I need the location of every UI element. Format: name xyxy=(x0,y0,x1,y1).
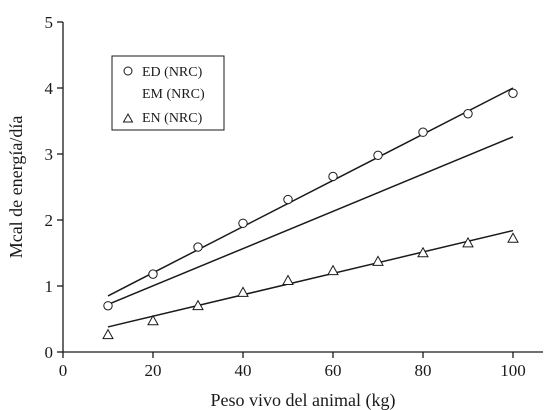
legend-label-em: EM (NRC) xyxy=(142,87,205,102)
legend-marker-ed xyxy=(123,66,133,76)
x-axis-title: Peso vivo del animal (kg) xyxy=(211,390,396,410)
y-tick-label-1: 1 xyxy=(45,277,54,296)
point-ed-60 xyxy=(328,171,338,182)
x-tick-label-20: 20 xyxy=(145,361,162,380)
y-tick-label-0: 0 xyxy=(45,343,54,362)
fit-line-ed xyxy=(107,87,514,297)
x-tick-label-100: 100 xyxy=(500,361,526,380)
point-ed-90 xyxy=(463,109,473,119)
point-en-40 xyxy=(237,286,249,297)
point-en-70 xyxy=(372,255,384,266)
y-axis-title: Mcal de energía/día xyxy=(6,116,26,259)
x-tick-label-60: 60 xyxy=(325,361,342,380)
point-ed-100 xyxy=(508,88,518,98)
legend-marker-en xyxy=(122,112,134,123)
y-tick-label-2: 2 xyxy=(45,211,54,230)
point-en-50 xyxy=(282,274,294,286)
point-ed-30 xyxy=(193,242,203,252)
point-ed-50 xyxy=(283,194,293,205)
point-en-10 xyxy=(102,328,114,340)
y-ticks: 0 1 2 3 4 5 xyxy=(45,13,63,362)
y-tick-label-5: 5 xyxy=(45,13,54,32)
y-tick-label-3: 3 xyxy=(45,145,54,164)
axes xyxy=(62,22,543,353)
point-en-100 xyxy=(507,232,519,243)
point-ed-70 xyxy=(373,150,383,161)
legend: ED (NRC) EM (NRC) EN (NRC) xyxy=(111,55,225,131)
x-ticks: 0 20 40 60 80 100 xyxy=(59,352,526,380)
legend-label-en: EN (NRC) xyxy=(142,111,203,126)
y-tick-label-4: 4 xyxy=(45,79,54,98)
fit-lines xyxy=(107,87,514,328)
point-en-80 xyxy=(417,246,429,258)
point-en-20 xyxy=(147,314,159,326)
point-ed-80 xyxy=(418,127,428,137)
legend-label-ed: ED (NRC) xyxy=(142,65,203,80)
point-ed-10 xyxy=(103,301,113,311)
point-ed-40 xyxy=(238,218,248,229)
x-tick-label-0: 0 xyxy=(59,361,68,380)
fit-line-en xyxy=(107,229,514,328)
point-en-60 xyxy=(327,264,339,276)
data-markers xyxy=(102,88,519,340)
point-ed-20 xyxy=(148,269,158,279)
point-en-30 xyxy=(192,299,204,311)
point-en-90 xyxy=(462,236,474,248)
x-tick-label-80: 80 xyxy=(415,361,432,380)
fit-line-em xyxy=(107,136,514,306)
x-tick-label-40: 40 xyxy=(235,361,252,380)
